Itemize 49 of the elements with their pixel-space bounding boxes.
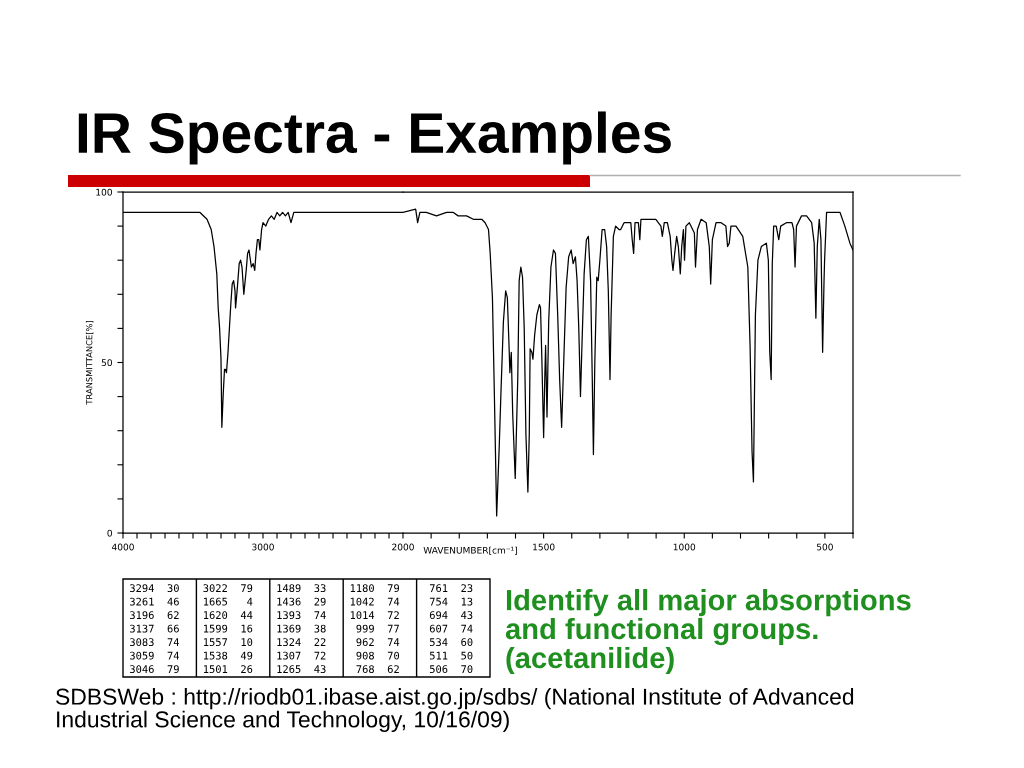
text: 3083 74 [130,638,180,647]
x-tick-label: 1500 [533,543,555,551]
text: 694 43 [429,611,473,620]
x-tick-label: 2000 [392,543,414,551]
text: 3196 62 [130,611,179,620]
text: 3261 46 [130,597,179,606]
text: 1538 49 [204,651,253,660]
text: 3137 66 [130,624,179,633]
text: 1369 38 [277,624,326,633]
text: 506 70 [429,665,473,674]
y-axis-title: TRANSMITTANCE[%] [85,321,94,405]
text: 607 74 [429,624,473,633]
y-tick-label: 0 [107,529,112,537]
text: 3059 74 [130,651,180,660]
text: 1620 44 [204,611,253,620]
y-tick-label: 100 [96,188,112,196]
x-tick-label: 4000 [111,543,134,551]
text: 1014 72 [350,611,399,620]
text: 1324 22 [277,638,326,647]
text: 1180 79 [350,584,400,593]
text: 962 74 [356,638,400,647]
x-tick-label: 500 [816,543,833,551]
text: 768 62 [356,665,399,674]
text: 1436 29 [277,597,326,606]
text: 1501 26 [204,665,253,674]
text: SDBSWeb : http://riodb01.ibase.aist.go.jp/sdbs/ (National Institute of Advanced Industrial Science and Technology, 10/16/09) [56,688,854,733]
y-tick-label: 50 [101,359,112,367]
text: 1599 16 [204,624,253,633]
x-tick-label: 3000 [252,543,274,551]
text: 1265 43 [277,665,326,674]
text: 3294 30 [130,584,179,593]
text: 999 77 [356,624,399,633]
text: 761 23 [429,584,473,593]
text: 1393 74 [277,611,326,620]
x-tick-label: 1000 [673,543,696,551]
text: 3022 79 [203,584,253,593]
chart-title: IR Spectra - Examples [78,111,671,165]
x-axis-title: WAVENUMBER[cm⁻¹] [423,546,517,555]
text: 908 70 [356,651,400,660]
text: 511 50 [429,651,473,660]
text: 754 13 [429,597,473,606]
text: 534 60 [429,638,473,647]
text: Identify all major absorptions and functional groups. (acetanilide) [505,589,911,675]
text: 1489 33 [277,584,326,593]
text: 1042 74 [350,597,400,606]
text: 1307 72 [277,651,326,660]
text: 1665 4 [204,597,253,606]
text: 1557 10 [204,638,253,647]
text: 3046 79 [130,665,179,674]
